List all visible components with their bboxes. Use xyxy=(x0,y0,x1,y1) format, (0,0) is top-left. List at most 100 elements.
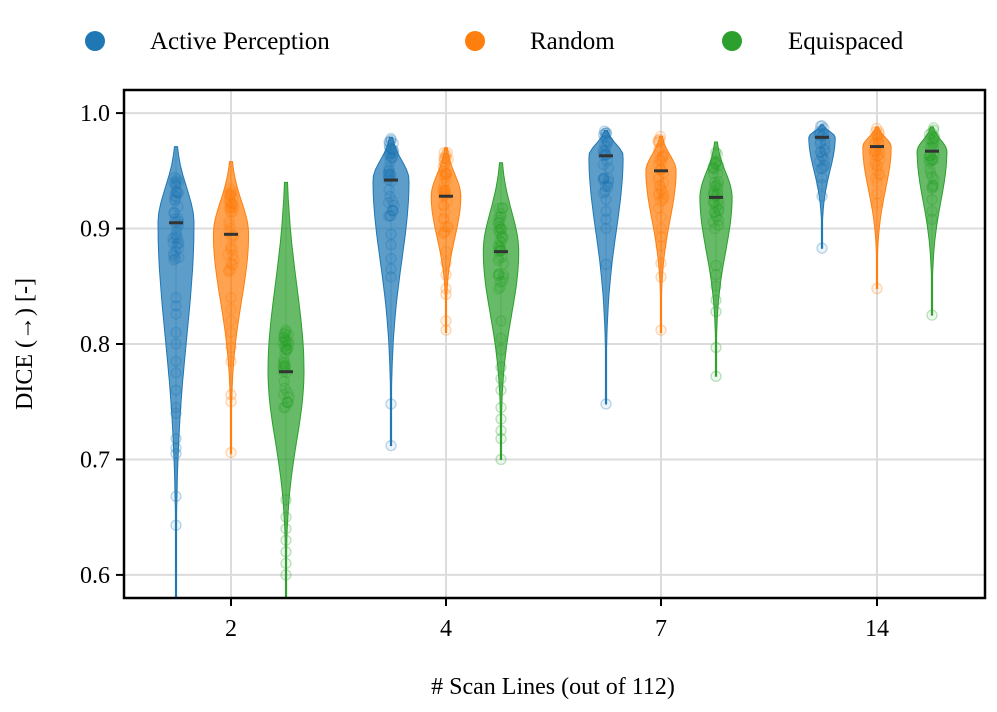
data-point xyxy=(387,205,399,217)
outlier-point xyxy=(926,170,938,183)
data-point xyxy=(386,195,399,207)
data-point xyxy=(439,159,451,171)
data-point xyxy=(170,185,182,198)
data-point xyxy=(385,151,398,163)
data-point xyxy=(279,328,291,340)
data-point xyxy=(927,122,940,134)
data-point xyxy=(599,131,611,143)
plot-frame xyxy=(122,88,987,600)
data-point xyxy=(386,144,398,156)
data-point xyxy=(493,268,505,280)
data-point xyxy=(280,334,292,347)
data-point xyxy=(873,168,886,181)
outlier-point xyxy=(170,300,182,312)
outlier-point xyxy=(440,257,452,269)
data-point xyxy=(655,153,667,165)
data-point xyxy=(873,131,885,144)
violin-body xyxy=(430,147,462,333)
outlier-point xyxy=(170,326,182,339)
data-point xyxy=(923,128,936,141)
outlier-point xyxy=(225,326,237,339)
data-point xyxy=(440,149,452,161)
data-point xyxy=(384,136,396,148)
data-point xyxy=(281,396,293,408)
data-point xyxy=(171,186,183,199)
data-point xyxy=(171,225,183,238)
data-point xyxy=(226,259,238,271)
data-point xyxy=(654,180,666,192)
data-point xyxy=(927,124,940,136)
data-point xyxy=(710,155,723,167)
data-point xyxy=(169,193,181,206)
data-point xyxy=(710,179,722,192)
data-point xyxy=(492,225,505,237)
data-point xyxy=(708,180,721,192)
outlier-point xyxy=(225,446,237,459)
data-point xyxy=(814,138,826,150)
outlier-point xyxy=(655,230,667,243)
data-point xyxy=(282,339,295,351)
data-point xyxy=(384,190,396,203)
y-tick-label: 0.6 xyxy=(80,563,110,589)
data-point xyxy=(167,247,179,260)
data-point xyxy=(657,191,670,203)
data-point xyxy=(654,142,666,154)
data-point xyxy=(713,205,725,217)
data-point xyxy=(493,252,505,264)
data-point xyxy=(170,240,182,253)
data-point xyxy=(170,175,182,188)
data-point xyxy=(869,155,881,168)
data-point xyxy=(656,194,669,207)
y-axis-title: DICE (→) [-] xyxy=(12,278,38,410)
data-point xyxy=(172,176,185,189)
data-point xyxy=(495,208,507,220)
data-point xyxy=(496,202,509,214)
data-point xyxy=(438,152,450,164)
data-point xyxy=(598,139,611,151)
data-point xyxy=(874,148,886,160)
outlier-point xyxy=(440,282,452,295)
outlier-point xyxy=(655,324,667,336)
data-point xyxy=(224,257,237,269)
data-point xyxy=(387,144,400,156)
outlier-point xyxy=(170,401,182,414)
data-point xyxy=(278,356,290,368)
data-point xyxy=(924,167,937,179)
outlier-point xyxy=(600,205,612,217)
data-point xyxy=(438,212,450,225)
data-point xyxy=(815,162,827,175)
data-point xyxy=(496,231,509,243)
data-point xyxy=(437,213,450,225)
data-point xyxy=(871,149,884,162)
data-point xyxy=(388,199,400,212)
data-point xyxy=(870,172,882,184)
data-point xyxy=(225,188,237,201)
axes: 0.6 0.7 0.8 0.9 1.0 2 4 7 14 xyxy=(80,88,987,642)
data-point xyxy=(170,186,183,199)
data-point xyxy=(653,154,666,166)
data-point xyxy=(282,329,294,341)
outlier-point xyxy=(495,384,507,396)
outlier-point xyxy=(871,176,883,189)
data-point xyxy=(226,185,238,197)
violin-active-perception-4 xyxy=(372,132,410,452)
data-point xyxy=(384,155,396,168)
data-point xyxy=(600,127,612,139)
data-point xyxy=(494,281,506,293)
data-point xyxy=(871,133,884,145)
data-point xyxy=(602,173,615,185)
data-point xyxy=(707,167,720,180)
data-point xyxy=(599,180,611,193)
data-point xyxy=(387,137,399,149)
data-point xyxy=(923,132,936,145)
data-point xyxy=(602,162,615,174)
data-point xyxy=(652,202,665,214)
data-point xyxy=(279,334,291,346)
data-point xyxy=(227,206,239,218)
outlier-point xyxy=(495,372,507,385)
data-point xyxy=(437,199,449,211)
data-point xyxy=(280,326,292,338)
outlier-point xyxy=(495,332,507,344)
data-point xyxy=(493,221,506,233)
data-point xyxy=(384,210,396,222)
